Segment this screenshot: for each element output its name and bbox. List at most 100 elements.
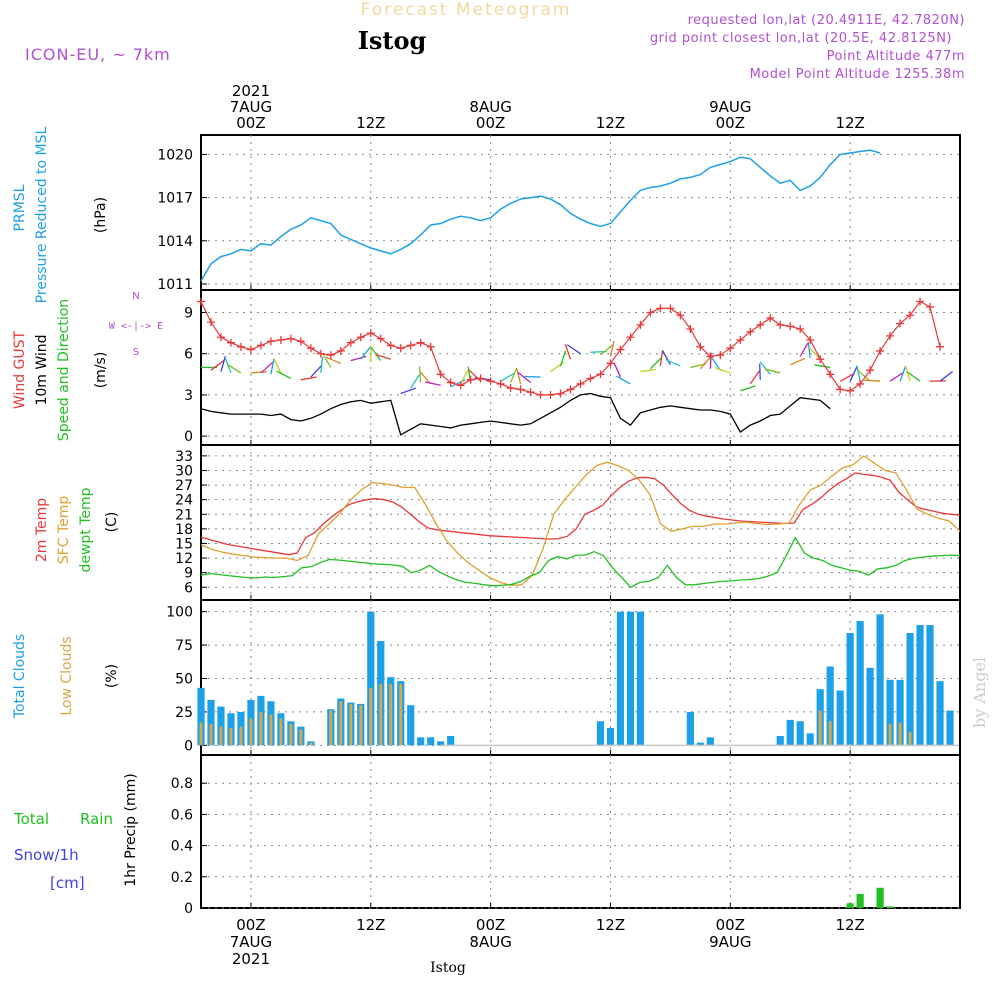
top-title: Forecast Meteogram <box>361 0 572 20</box>
low-cloud-bar <box>229 727 233 746</box>
gust-marker <box>216 333 225 342</box>
wind-direction-arrow <box>709 352 712 369</box>
pressure-label-msl: Pressure Reduced to MSL <box>34 126 50 303</box>
wind-direction-arrow <box>616 375 631 385</box>
gust-marker <box>556 389 565 398</box>
wind-direction-arrow <box>808 347 821 360</box>
wind-direction-arrow <box>418 366 422 383</box>
wind-direction-arrow <box>649 357 663 370</box>
bottom-station-label: Istog <box>430 960 466 976</box>
bottom-time-label: 12Z <box>835 916 864 934</box>
wind-direction-arrow <box>310 364 323 378</box>
wind-direction-arrow <box>839 373 855 382</box>
wind-direction-arrow <box>759 361 771 375</box>
wind-direction-arrow <box>566 344 581 355</box>
gust-marker <box>726 344 735 353</box>
gust-marker <box>256 341 265 350</box>
total-clouds-label: Total Clouds <box>12 634 28 719</box>
gust-marker <box>376 334 385 343</box>
gust-marker <box>636 320 645 329</box>
gust-marker <box>366 329 375 338</box>
gust-marker <box>516 385 525 394</box>
temp-line-2m-temp <box>200 472 961 556</box>
low-cloud-bar <box>259 711 263 746</box>
total-cloud-bar <box>836 690 844 746</box>
wind-direction-arrow <box>517 371 531 384</box>
gust-marker <box>746 327 755 336</box>
station-title: Istog <box>358 26 427 55</box>
gust-marker <box>306 344 315 353</box>
compass-we: W <-|-> E <box>109 321 163 332</box>
ytick-label-temperature: 30 <box>175 463 193 479</box>
rain-bar <box>886 906 894 908</box>
total-cloud-bar <box>826 666 834 746</box>
wind-direction-arrow <box>789 357 806 366</box>
panel-frame-clouds <box>200 599 961 756</box>
low-cloud-bar <box>349 703 353 746</box>
wind-direction-arrow <box>320 356 324 374</box>
gust-marker <box>676 311 685 320</box>
precip-rain-label: Rain <box>80 810 113 828</box>
ytick-label-precip: 0.2 <box>171 870 193 886</box>
ytick-label-clouds: 0 <box>184 738 193 754</box>
gust-marker <box>896 319 905 328</box>
wind-direction-arrow <box>564 343 572 360</box>
low-cloud-bar <box>379 683 383 746</box>
temp-line-sfc-temp <box>200 455 961 586</box>
top-time-label: 7AUG <box>230 98 272 116</box>
gust-marker <box>646 308 655 317</box>
gust-marker <box>266 337 275 346</box>
total-cloud-bar <box>776 735 784 746</box>
gust-marker <box>846 386 855 395</box>
total-cloud-bar <box>626 611 635 746</box>
ytick-label-temperature: 33 <box>175 449 193 465</box>
pressure-unit: (hPa) <box>93 197 109 233</box>
grid-point-coords: grid point closest lon,lat (20.5E, 42.81… <box>650 31 952 46</box>
precip-unit: 1hr Precip (mm) <box>123 773 139 886</box>
low-cloud-bar <box>309 742 313 746</box>
wind-direction-arrow <box>524 375 541 378</box>
gust-marker <box>706 352 715 361</box>
gust-marker <box>336 346 345 355</box>
bottom-time-label: 8AUG <box>469 933 511 951</box>
top-time-label: 00Z <box>716 114 745 132</box>
wind-direction-arrow <box>749 370 760 385</box>
rain-bar <box>856 893 864 908</box>
panel-frame-pressure <box>200 134 961 291</box>
total-cloud-bar <box>207 699 215 746</box>
requested-coords: requested lon,lat (20.4911E, 42.7820N) <box>688 13 965 28</box>
low-cloud-bar <box>239 726 243 746</box>
low-clouds-label: Low Clouds <box>59 636 75 715</box>
point-altitude: Point Altitude 477m <box>827 49 965 64</box>
total-cloud-bar <box>417 737 425 746</box>
rain-bar <box>846 903 854 908</box>
cloud-unit: (%) <box>104 664 120 688</box>
wind-direction-arrow <box>509 367 518 383</box>
wind-direction-arrow <box>814 364 831 369</box>
ytick-label-pressure: 1014 <box>157 234 193 250</box>
wind-unit: (m/s) <box>93 352 109 389</box>
low-cloud-bar <box>299 729 303 746</box>
precip-total-label: Total <box>13 810 49 828</box>
wind-direction-arrow <box>710 356 721 371</box>
ytick-label-temperature: 15 <box>175 536 193 552</box>
wind-direction-arrow <box>468 369 482 382</box>
gust-marker <box>536 390 545 399</box>
gust-marker <box>716 351 725 360</box>
top-time-label: 12Z <box>596 114 625 132</box>
wind-direction-arrow <box>613 362 622 378</box>
temp-labels: 2m Temp SFC Temp dewpt Temp (C) <box>34 487 120 572</box>
gust-marker <box>876 346 885 355</box>
gust-marker <box>806 335 815 344</box>
wind-direction-arrow <box>714 367 731 374</box>
wind-gust-label: Wind GUST <box>12 330 28 409</box>
wind-direction-arrow <box>250 370 267 374</box>
wind-direction-arrow <box>764 368 781 374</box>
top-time-label: 00Z <box>476 114 505 132</box>
total-cloud-bar <box>856 621 864 746</box>
ytick-label-wind: 0 <box>184 429 193 445</box>
gust-marker <box>586 374 595 383</box>
gust-marker <box>436 370 445 379</box>
low-cloud-bar <box>828 721 832 746</box>
